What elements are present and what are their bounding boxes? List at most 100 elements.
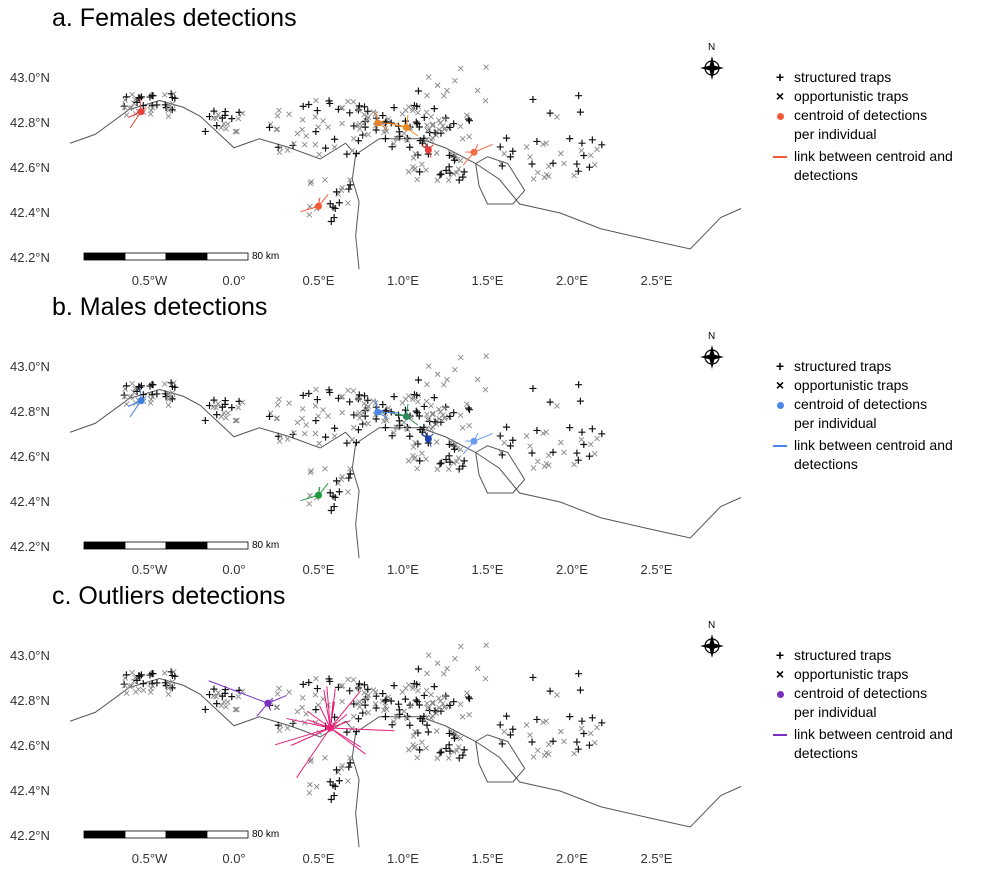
opportunistic-trap xyxy=(301,430,308,437)
structured-trap xyxy=(575,670,583,678)
structured-trap xyxy=(431,418,439,426)
structured-trap xyxy=(528,160,536,168)
opportunistic-trap xyxy=(274,112,281,119)
opportunistic-trap xyxy=(320,118,326,124)
opportunistic-trap xyxy=(391,429,397,436)
structured-trap xyxy=(496,721,504,729)
structured-trap xyxy=(533,715,541,723)
structured-trap xyxy=(412,118,420,126)
opportunistic-trap xyxy=(527,732,533,738)
structured-trap xyxy=(149,670,157,678)
structured-trap xyxy=(412,696,420,704)
opportunistic-trap xyxy=(452,441,459,448)
structured-trap xyxy=(331,493,339,501)
opportunistic-trap xyxy=(454,734,461,741)
structured-trap xyxy=(333,766,341,774)
structured-trap xyxy=(436,171,444,179)
structured-trap xyxy=(423,721,431,729)
structured-trap xyxy=(445,741,453,749)
opportunistic-trap xyxy=(223,126,229,132)
opportunistic-trap xyxy=(457,123,464,130)
opportunistic-trap xyxy=(530,754,537,760)
opportunistic-trap xyxy=(313,97,319,104)
centroid-link xyxy=(329,688,336,729)
scale-bar-segment xyxy=(206,541,249,550)
structured-trap xyxy=(387,697,395,705)
opportunistic-trap xyxy=(543,429,550,435)
opportunistic-trap xyxy=(587,441,594,448)
opportunistic-trap xyxy=(286,111,292,118)
scale-label: 80 km xyxy=(252,829,280,840)
opportunistic-trap xyxy=(365,403,372,410)
opportunistic-trap xyxy=(239,110,246,117)
opportunistic-trap xyxy=(433,150,440,156)
structured-trap xyxy=(133,676,141,684)
legend: + structured traps × opportunistic traps c… xyxy=(772,357,953,474)
structured-trap xyxy=(361,392,369,400)
structured-trap xyxy=(346,759,354,767)
opportunistic-trap xyxy=(232,706,239,713)
opportunistic-trap xyxy=(361,400,368,407)
opportunistic-trap xyxy=(578,725,585,732)
opportunistic-trap xyxy=(131,100,137,107)
centroid-point xyxy=(315,491,322,499)
opportunistic-trap xyxy=(429,410,436,417)
opportunistic-trap xyxy=(350,135,357,142)
structured-trap xyxy=(331,782,339,790)
structured-trap xyxy=(382,407,390,415)
opportunistic-trap xyxy=(133,689,139,695)
structured-trap xyxy=(416,426,424,434)
opportunistic-trap xyxy=(459,135,466,142)
opportunistic-trap xyxy=(161,92,168,98)
opportunistic-trap xyxy=(372,400,379,406)
structured-trap xyxy=(549,448,557,456)
lat-tick-label: 42.8°N xyxy=(10,693,50,708)
opportunistic-trap xyxy=(169,101,176,107)
centroid-point xyxy=(374,408,382,416)
structured-trap xyxy=(327,507,335,515)
structured-trap xyxy=(460,168,468,176)
opportunistic-trap xyxy=(444,665,450,672)
opportunistic-trap xyxy=(410,733,417,739)
opportunistic-trap xyxy=(235,404,242,411)
opportunistic-trap xyxy=(299,695,306,701)
structured-trap xyxy=(350,122,358,130)
opportunistic-trap xyxy=(339,120,345,127)
structured-trap xyxy=(442,167,450,175)
opportunistic-trap xyxy=(210,693,217,700)
structured-trap xyxy=(430,683,438,691)
structured-trap xyxy=(549,737,557,745)
scale-bar-segment xyxy=(124,830,167,839)
opportunistic-trap xyxy=(457,446,464,453)
structured-trap xyxy=(431,707,439,715)
opportunistic-trap xyxy=(412,150,419,157)
opportunistic-trap xyxy=(299,406,306,412)
centroid-point xyxy=(137,108,145,116)
opportunistic-trap xyxy=(482,97,489,104)
structured-trap xyxy=(406,432,414,440)
legend-opportunistic: opportunistic traps xyxy=(794,88,909,104)
structured-trap xyxy=(503,423,511,431)
scale-label: 80 km xyxy=(252,251,280,262)
opportunistic-trap xyxy=(578,436,585,443)
structured-trap xyxy=(413,409,421,417)
opportunistic-trap xyxy=(423,687,430,694)
opportunistic-trap xyxy=(291,140,297,147)
opportunistic-trap xyxy=(315,124,322,130)
opportunistic-trap xyxy=(126,683,133,690)
structured-trap xyxy=(299,680,307,688)
structured-trap xyxy=(573,449,581,457)
opportunistic-trap xyxy=(578,147,585,154)
opportunistic-trap xyxy=(414,176,421,183)
structured-trap xyxy=(149,381,157,389)
opportunistic-trap xyxy=(148,107,154,114)
opportunistic-trap xyxy=(445,755,452,761)
opportunistic-trap xyxy=(339,698,345,705)
opportunistic-trap xyxy=(445,177,452,183)
structured-trap xyxy=(445,729,453,737)
opportunistic-trap xyxy=(423,109,430,116)
structured-trap xyxy=(416,715,424,723)
opportunistic-trap xyxy=(424,411,430,418)
opportunistic-trap xyxy=(541,174,548,181)
opportunistic-trap xyxy=(312,141,319,148)
